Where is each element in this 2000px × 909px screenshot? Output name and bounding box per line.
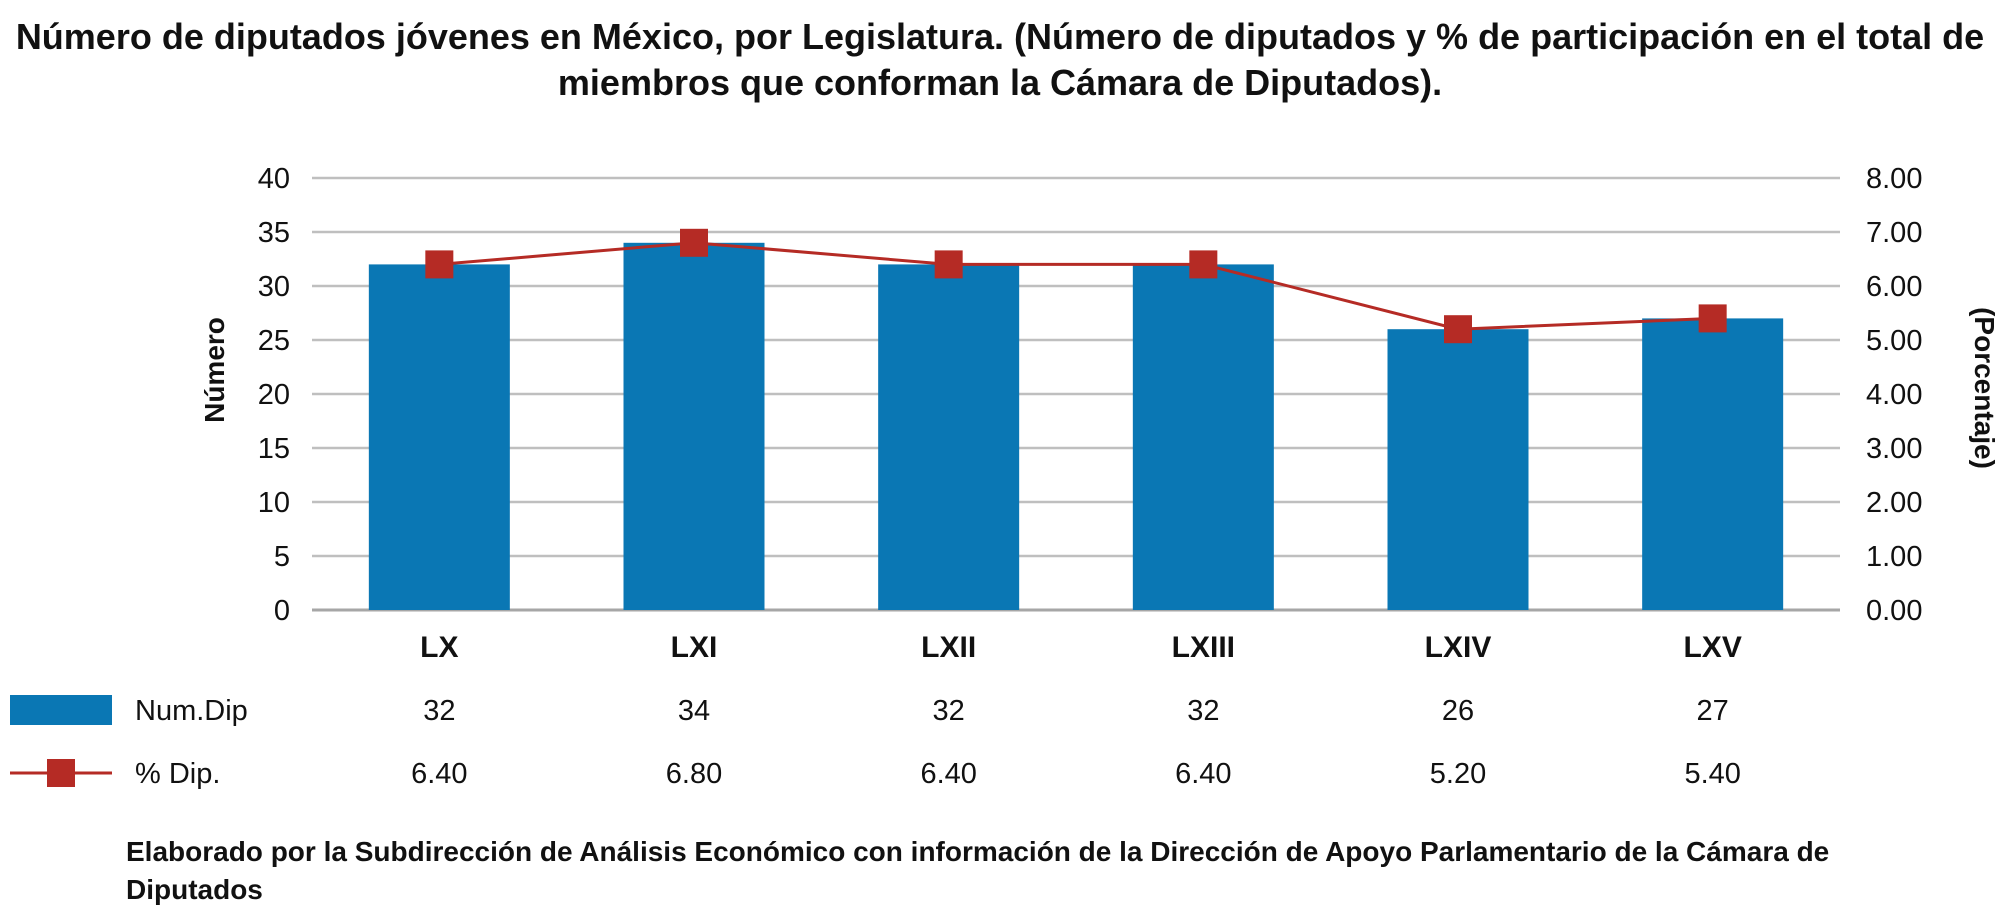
data-table-value: 34 [678,695,710,727]
bar [368,264,510,610]
y-tick-label: 30 [258,271,290,303]
line-marker [1444,315,1472,344]
category-label: LX [420,631,458,664]
category-label: LXIII [1172,631,1235,664]
line-marker [1698,304,1727,333]
line-series [439,241,1713,331]
bar [623,242,765,611]
data-table-value: 6.40 [920,758,976,790]
legend-label: Num.Dip [135,695,248,727]
line-marker [1189,250,1218,279]
y-tick-label: 10 [258,487,290,519]
bar [1132,264,1274,610]
legend-swatch-bar [10,695,112,725]
y2-axis-label: (Porcentaje) [1969,307,2000,469]
bar [1387,329,1529,610]
data-table-value: 5.40 [1684,758,1740,790]
line-marker [425,250,454,279]
chart-title: Número de diputados jóvenes en México, p… [15,16,1985,103]
data-table-value: 32 [933,695,965,727]
y2-tick-label: 7.00 [1866,217,1922,249]
category-label: LXIV [1425,631,1492,664]
y2-tick-label: 3.00 [1866,433,1922,465]
legend-label: % Dip. [135,758,220,790]
y2-tick-label: 5.00 [1866,325,1922,357]
y-tick-label: 40 [258,163,290,195]
data-table-value: 5.20 [1430,758,1486,790]
data-table-value: 32 [423,695,455,727]
bar [878,264,1020,610]
data-table-value: 6.40 [1175,758,1231,790]
category-label: LXV [1683,631,1741,664]
y2-tick-label: 6.00 [1866,271,1922,303]
y-tick-label: 15 [258,433,290,465]
data-table-value: 6.80 [666,758,722,790]
y-tick-label: 20 [258,379,290,411]
category-label: LXI [671,631,718,664]
data-table-value: 6.40 [411,758,467,790]
data-table-value: 26 [1442,695,1474,727]
y2-tick-label: 8.00 [1866,163,1922,195]
bar [1642,318,1784,610]
line-marker [680,228,708,257]
line-marker [934,250,963,279]
y-axis-label: Número [199,317,230,423]
y2-tick-label: 4.00 [1866,379,1922,411]
y-tick-label: 35 [258,217,290,249]
y-tick-label: 25 [258,325,290,357]
data-table-value: 32 [1187,695,1219,727]
legend-swatch-marker [47,759,75,787]
data-table-value: 27 [1697,695,1729,727]
category-label: LXII [921,631,976,664]
y2-tick-label: 1.00 [1866,541,1922,573]
y2-tick-label: 0.00 [1866,595,1922,627]
source-note: Elaborado por la Subdirección de Análisi… [126,836,1830,905]
y2-tick-label: 2.00 [1866,487,1922,519]
y-tick-label: 0 [274,595,290,627]
y-tick-label: 5 [274,541,290,573]
